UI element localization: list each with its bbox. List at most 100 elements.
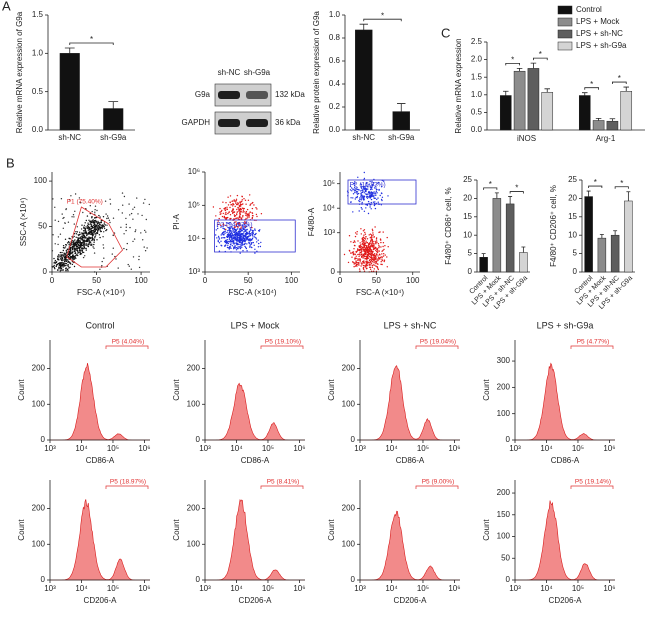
event-dot xyxy=(233,241,235,243)
event-dot xyxy=(363,196,365,198)
event-dot xyxy=(364,185,366,188)
event-dot xyxy=(372,242,374,245)
event-dot xyxy=(221,245,223,247)
event-dot xyxy=(220,210,222,213)
event-dot xyxy=(236,208,238,211)
error-bar xyxy=(521,246,526,253)
event-dot xyxy=(244,226,246,228)
event-dot xyxy=(366,195,368,197)
event-dot xyxy=(251,246,253,249)
event-dot xyxy=(354,241,356,243)
event-dot xyxy=(360,187,363,189)
event-dot xyxy=(223,237,226,239)
event-dot xyxy=(97,220,99,223)
event-dot xyxy=(242,203,244,205)
event-dot xyxy=(138,266,141,269)
event-dot xyxy=(90,232,93,234)
event-dot xyxy=(366,249,368,252)
event-dot xyxy=(243,198,245,200)
event-dot xyxy=(234,238,236,240)
event-dot xyxy=(237,247,239,250)
axis-line xyxy=(514,480,615,581)
chart-title: LPS + Mock xyxy=(231,320,280,330)
event-dot xyxy=(238,215,241,217)
event-dot xyxy=(79,201,81,203)
event-dot xyxy=(226,230,229,232)
event-dot xyxy=(231,240,234,243)
bar xyxy=(597,237,607,273)
event-dot xyxy=(77,252,79,254)
event-dot xyxy=(91,217,93,219)
blot-panel xyxy=(214,111,272,135)
event-dot xyxy=(224,217,226,219)
event-dot xyxy=(347,261,350,264)
event-dot xyxy=(358,253,360,255)
event-dot xyxy=(251,226,253,229)
event-dot xyxy=(366,238,369,240)
event-dot xyxy=(67,263,69,266)
event-dot xyxy=(387,195,389,197)
event-dot xyxy=(238,232,240,234)
event-dot xyxy=(358,255,360,258)
event-dot xyxy=(246,215,248,217)
event-dot xyxy=(353,248,355,250)
y-axis-label: Count xyxy=(327,519,336,541)
event-dot xyxy=(353,262,355,264)
event-dot xyxy=(93,220,96,222)
event-dot xyxy=(230,204,232,206)
bar xyxy=(513,70,526,131)
event-dot xyxy=(358,268,361,270)
histogram-curve xyxy=(205,382,305,441)
event-dot xyxy=(356,188,358,191)
event-dot xyxy=(241,230,243,232)
gate xyxy=(105,485,149,489)
histogram-curve xyxy=(360,365,460,441)
event-dot xyxy=(382,245,384,248)
event-dot xyxy=(217,239,219,241)
event-dot xyxy=(373,236,375,238)
event-dot xyxy=(243,207,245,210)
x-tick-label: 10⁵ xyxy=(262,444,274,453)
event-dot xyxy=(132,256,135,258)
event-dot xyxy=(75,236,77,238)
event-dot xyxy=(249,211,251,213)
event-dot xyxy=(361,201,363,204)
y-axis-label: F4/80⁺ CD206⁺ cell, % xyxy=(549,185,558,267)
event-dot xyxy=(245,203,247,205)
event-dot xyxy=(362,246,364,249)
event-dot xyxy=(244,221,246,223)
event-dot xyxy=(72,214,75,216)
event-dot xyxy=(69,257,72,259)
significance-label: * xyxy=(511,56,514,65)
error-bar xyxy=(599,234,604,239)
event-dot xyxy=(363,254,365,257)
event-dot xyxy=(89,237,91,239)
event-dot xyxy=(68,261,70,263)
event-dot xyxy=(231,227,234,230)
event-dot xyxy=(100,224,102,226)
event-dot xyxy=(136,197,138,199)
event-dot xyxy=(355,251,357,253)
event-dot xyxy=(60,267,63,270)
event-dot xyxy=(370,194,372,196)
event-dot xyxy=(127,263,129,266)
event-dot xyxy=(253,236,256,238)
y-axis-label: Relative mRNA expression xyxy=(454,38,463,133)
event-dot xyxy=(121,212,124,214)
event-dot xyxy=(236,203,238,206)
x-tick-label: 10³ xyxy=(44,584,56,593)
event-dot xyxy=(361,241,363,243)
event-dot xyxy=(94,211,96,213)
event-dot xyxy=(242,215,244,217)
event-dot xyxy=(378,256,380,259)
blot-band xyxy=(246,119,268,127)
event-dot xyxy=(379,238,382,240)
event-dot xyxy=(384,254,386,256)
legend-label: Control xyxy=(576,5,602,14)
bar xyxy=(620,91,633,131)
event-dot xyxy=(235,247,238,249)
event-dot xyxy=(227,226,229,229)
event-dot xyxy=(78,247,80,250)
event-dot xyxy=(242,250,244,252)
